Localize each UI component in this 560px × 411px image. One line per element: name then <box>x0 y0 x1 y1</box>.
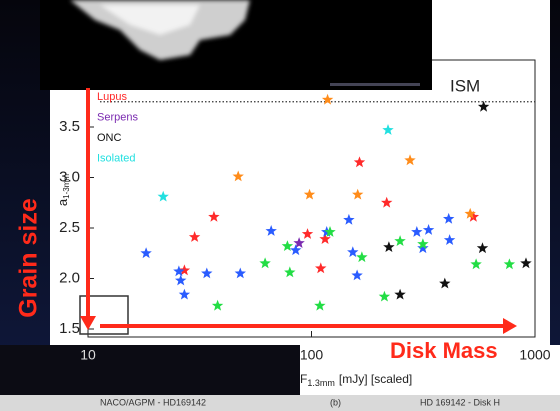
legend-label: Serpens <box>97 111 138 123</box>
x-tick-label: 100 <box>300 347 324 363</box>
y-tick-label: 2.5 <box>59 219 80 236</box>
data-point <box>394 235 406 246</box>
y-axis-title: Grain size <box>15 198 43 318</box>
data-point <box>422 224 435 235</box>
axis-strip-light <box>300 345 560 395</box>
data-point <box>353 156 366 168</box>
data-point <box>315 262 327 274</box>
data-point <box>477 100 490 112</box>
data-point <box>303 188 316 200</box>
data-point <box>411 226 423 237</box>
data-point <box>290 244 302 256</box>
y-axis-sublabel: a1-3mm <box>55 174 71 206</box>
legend-label: Lupus <box>97 91 127 103</box>
x-tick-label: 10 <box>80 347 96 363</box>
data-point <box>443 234 456 245</box>
data-point <box>467 210 480 222</box>
data-point <box>175 274 187 286</box>
data-point <box>234 267 246 279</box>
data-point <box>324 226 336 237</box>
data-point <box>417 238 429 249</box>
caption-mid: (b) <box>330 397 341 407</box>
data-point <box>383 241 395 252</box>
data-point <box>343 213 355 225</box>
ism-label: ISM <box>450 76 480 95</box>
legend: Lupus Serpens ONC Isolated <box>97 91 138 165</box>
x-axis-title: Disk Mass <box>390 338 498 363</box>
data-point <box>464 207 476 219</box>
inset-image <box>40 0 432 90</box>
data-point <box>140 247 152 259</box>
data-point <box>173 265 185 277</box>
y-tick-label: 3.0 <box>59 168 80 185</box>
data-point <box>259 257 271 269</box>
x-axis-label: F1.3mm [mJy] [scaled] <box>300 372 412 388</box>
x-label-unit: [mJy] [scaled] <box>339 372 412 386</box>
y-sublabel-sub: 1-3mm <box>62 174 71 199</box>
data-point <box>381 196 393 208</box>
data-point <box>382 124 394 135</box>
data-point <box>211 299 224 311</box>
caption-right: HD 169142 - Disk H <box>420 397 500 407</box>
data-point <box>188 231 201 242</box>
data-point <box>314 299 326 311</box>
y-tick-label: 1.5 <box>59 320 80 337</box>
data-point <box>352 188 364 200</box>
data-point <box>301 228 314 239</box>
legend-label: ONC <box>97 132 122 144</box>
data-point <box>417 242 429 254</box>
data-point <box>351 269 363 281</box>
arrows <box>79 88 517 335</box>
data-point <box>520 257 532 269</box>
data-point <box>439 277 451 289</box>
y-tick-label: 3.5 <box>59 118 80 135</box>
data-point <box>347 246 359 258</box>
data-point <box>319 233 331 244</box>
data-point <box>321 93 334 105</box>
x-label-base: F <box>300 372 307 386</box>
data-point <box>476 242 489 254</box>
x-label-sub: 1.3mm <box>307 378 335 388</box>
data-point <box>356 251 368 263</box>
caption-strip <box>0 395 560 411</box>
caption-left: NACO/AGPM - HD169142 <box>100 397 206 407</box>
data-point <box>443 212 455 224</box>
data-point <box>404 154 416 166</box>
data-point <box>208 210 220 222</box>
data-point <box>232 170 244 182</box>
data-point <box>293 237 305 248</box>
data-point <box>394 288 406 300</box>
data-point <box>470 258 482 270</box>
data-point <box>503 258 516 270</box>
legend-label: Isolated <box>97 152 136 164</box>
data-point <box>178 264 191 276</box>
data-point <box>201 267 213 279</box>
data-point <box>378 290 391 302</box>
y-sublabel-base: a <box>55 198 70 206</box>
x-tick-label: 1000 <box>519 347 550 363</box>
data-point <box>281 240 294 251</box>
data-point <box>178 288 191 300</box>
data-point <box>284 266 296 278</box>
data-point <box>265 225 277 236</box>
data-point <box>157 190 169 202</box>
y-tick-label: 2.0 <box>59 269 80 286</box>
